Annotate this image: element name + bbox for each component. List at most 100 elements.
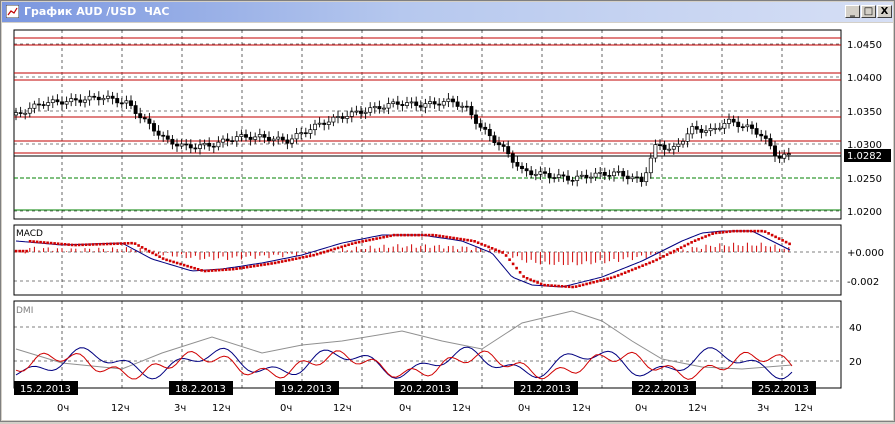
candle-body — [497, 142, 501, 146]
macd-signal-point — [81, 243, 84, 247]
candle-body — [345, 116, 350, 119]
candle-body — [110, 95, 115, 99]
maximize-button[interactable]: □ — [861, 5, 876, 18]
candle-body — [391, 101, 396, 104]
candle-body — [543, 171, 547, 174]
candle-body — [589, 176, 593, 179]
candle-body — [437, 103, 442, 106]
candle-body — [331, 116, 336, 123]
macd-signal-point — [144, 247, 147, 251]
candle-body — [280, 136, 285, 141]
date-label: 18.2.2013 — [175, 384, 226, 395]
macd-signal-point — [553, 284, 557, 288]
candle-body — [193, 147, 198, 150]
price-axis-label: 1.0450 — [847, 40, 882, 51]
macd-signal-point — [592, 280, 595, 284]
macd-signal-point — [399, 233, 403, 237]
date-label: 20.2.2013 — [400, 384, 451, 395]
date-label: 15.2.2013 — [20, 384, 71, 395]
chart-area[interactable]: 1.0450 1.0400 1.0350 1.0300 1.0250 1.020… — [2, 23, 893, 420]
macd-signal-point — [217, 268, 221, 272]
title-bar[interactable]: График AUD /USD ЧАС _ □ X — [2, 2, 893, 22]
macd-signal-point — [595, 280, 599, 283]
candle-body — [23, 112, 28, 115]
macd-signal-point — [329, 248, 333, 252]
macd-signal-point — [725, 230, 728, 234]
macd-signal-point — [396, 233, 399, 237]
dmi-plus-line — [15, 346, 793, 380]
macd-signal-point — [210, 269, 214, 272]
macd-signal-point — [322, 250, 326, 254]
dmi-panel[interactable] — [13, 300, 842, 389]
candle-body — [446, 98, 451, 102]
macd-signal-point — [340, 245, 343, 249]
candle-body — [225, 138, 230, 141]
macd-signal-point — [469, 239, 473, 242]
date-label: 25.2.2013 — [758, 384, 809, 395]
macd-signal-point — [718, 231, 721, 234]
macd-signal-point — [441, 235, 445, 238]
candle-body — [658, 144, 662, 146]
candle-body — [92, 95, 97, 98]
candle-body — [635, 176, 639, 179]
candle-body — [699, 128, 704, 133]
candle-body — [271, 138, 276, 141]
candle-body — [129, 100, 133, 106]
macd-signal-point — [637, 265, 641, 269]
macd-signal-point — [574, 285, 578, 288]
macd-signal-point — [200, 269, 203, 272]
macd-signal-point — [438, 234, 441, 238]
candle-body — [207, 142, 212, 147]
candle-body — [612, 171, 616, 177]
macd-signal-point — [763, 230, 767, 233]
candle-body — [460, 105, 465, 108]
macd-signal-point — [606, 277, 609, 281]
hour-label: 12ч — [212, 403, 231, 414]
macd-signal-point — [686, 242, 690, 246]
macd-signal-point — [25, 249, 28, 253]
macd-signal-point — [179, 262, 182, 266]
candle-body — [409, 101, 414, 104]
candle-body — [520, 165, 524, 170]
candle-body — [179, 143, 184, 147]
macd-signal-point — [599, 279, 602, 282]
candle-body — [244, 134, 248, 138]
macd-signal-point — [515, 266, 518, 270]
chart-canvas[interactable]: 1.0450 1.0400 1.0350 1.0300 1.0250 1.020… — [2, 23, 893, 420]
macd-signal-point — [567, 285, 571, 289]
macd-signal-point — [312, 253, 315, 257]
candle-body — [676, 143, 681, 147]
macd-signal-point — [417, 233, 420, 237]
candle-body — [750, 124, 754, 129]
macd-signal-point — [256, 264, 259, 267]
macd-signal-point — [165, 258, 168, 262]
macd-signal-point — [616, 274, 620, 277]
macd-signal-point — [739, 229, 742, 233]
macd-signal-point — [578, 284, 581, 288]
macd-signal-point — [501, 251, 504, 254]
macd-signal-point — [630, 268, 634, 272]
macd-signal-point — [508, 258, 511, 261]
current-price-marker — [844, 149, 891, 162]
candle-body — [630, 176, 635, 180]
candle-body — [782, 153, 787, 159]
macd-signal-point — [588, 281, 592, 285]
minimize-button[interactable]: _ — [845, 5, 860, 18]
macd-signal-point — [182, 263, 186, 267]
candle-body — [27, 107, 32, 114]
macd-signal-point — [627, 270, 630, 273]
close-button[interactable]: X — [877, 5, 892, 18]
candle-body — [501, 144, 506, 147]
macd-signal-point — [648, 261, 651, 265]
hour-label: 0ч — [518, 403, 530, 414]
macd-signal-point — [112, 242, 116, 246]
macd-signal-point — [126, 242, 130, 245]
macd-signal-point — [662, 255, 665, 258]
price-panel[interactable] — [13, 29, 842, 220]
price-axis-label: 1.0400 — [847, 73, 882, 84]
date-label: 22.2.2013 — [638, 384, 689, 395]
price-axis-label: 1.0300 — [847, 140, 882, 151]
macd-signal-point — [67, 243, 70, 246]
candle-body — [524, 168, 529, 172]
